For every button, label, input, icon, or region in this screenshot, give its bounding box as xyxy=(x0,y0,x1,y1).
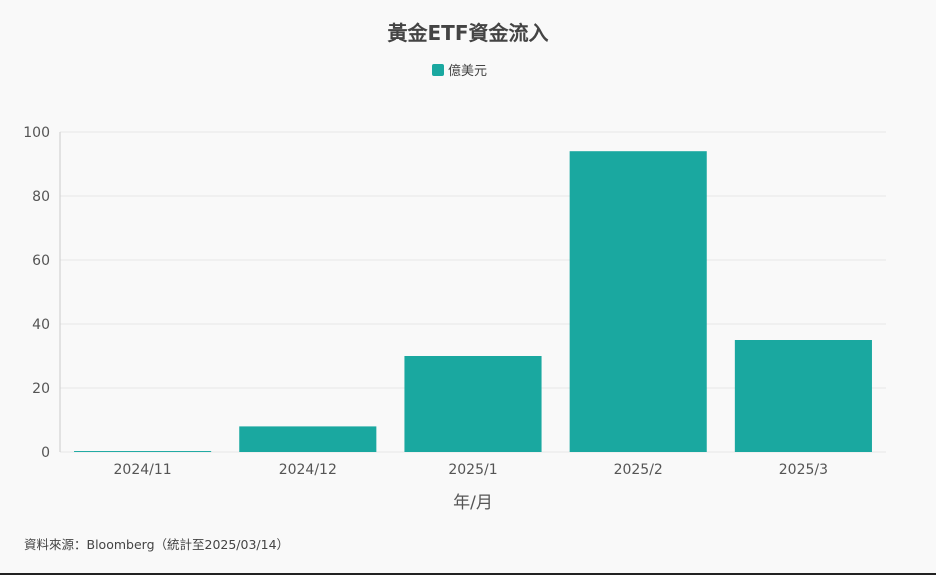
chart-title: 黃金ETF資金流入 xyxy=(388,21,549,45)
y-tick-label: 100 xyxy=(23,125,50,141)
x-tick-label: 2024/12 xyxy=(279,462,337,478)
legend-swatch xyxy=(432,64,444,76)
x-tick-label: 2025/1 xyxy=(448,462,497,478)
x-tick-label: 2024/11 xyxy=(114,462,172,478)
x-axis-label: 年/月 xyxy=(453,493,493,513)
legend-label: 億美元 xyxy=(448,63,487,79)
y-tick-label: 80 xyxy=(32,189,50,205)
y-tick-label: 60 xyxy=(32,253,50,269)
bar xyxy=(569,151,707,452)
y-tick-label: 40 xyxy=(32,317,50,333)
legend: 億美元 xyxy=(432,63,487,79)
y-tick-label: 0 xyxy=(41,445,50,461)
bar xyxy=(734,340,872,452)
bar xyxy=(404,356,542,452)
x-tick-label: 2025/2 xyxy=(614,462,663,478)
y-axis: 0 20 40 60 80 100 xyxy=(23,125,50,461)
source-note: 資料來源：Bloomberg（統計至2025/03/14） xyxy=(24,537,289,552)
bars xyxy=(74,151,872,452)
x-axis: 2024/11 2024/12 2025/1 2025/2 2025/3 xyxy=(114,462,829,478)
bar xyxy=(74,451,212,452)
x-tick-label: 2025/3 xyxy=(779,462,828,478)
y-tick-label: 20 xyxy=(32,381,50,397)
bar xyxy=(239,426,377,452)
